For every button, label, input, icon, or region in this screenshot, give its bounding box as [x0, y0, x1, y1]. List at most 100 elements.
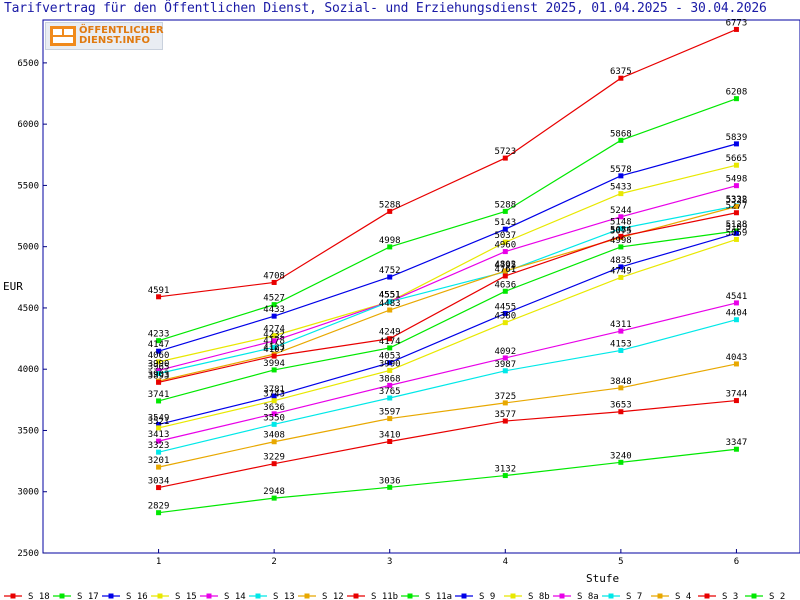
data-point	[271, 302, 277, 308]
data-point	[733, 162, 739, 168]
legend-swatch-marker	[657, 593, 663, 599]
legend-label: S_16	[126, 592, 148, 600]
data-point	[618, 226, 624, 232]
data-point	[733, 236, 739, 242]
data-point	[618, 173, 624, 179]
data-label: 4147	[148, 340, 170, 350]
data-label: 4060	[148, 351, 170, 361]
data-label: 6375	[610, 67, 632, 77]
series-line-s-18	[158, 28, 737, 298]
data-label: 5868	[610, 129, 632, 139]
legend-swatch-marker	[608, 593, 614, 599]
data-label: 5037	[494, 231, 516, 241]
y-tick-label: 5500	[17, 181, 39, 191]
data-label: 3990	[379, 359, 401, 369]
data-point	[387, 345, 393, 351]
legend-item-s-17: S_17	[53, 592, 99, 600]
legend-swatch-marker	[304, 593, 310, 599]
data-label: 3577	[494, 410, 516, 420]
data-label: 4092	[494, 347, 516, 357]
y-tick-label: 6500	[17, 59, 39, 69]
data-label: 4761	[494, 265, 516, 275]
legend-label: S_4	[675, 592, 691, 600]
y-tick-label: 4500	[17, 304, 39, 314]
data-point	[271, 344, 277, 350]
data-label: 5277	[726, 202, 748, 212]
data-point	[618, 264, 624, 270]
data-point	[502, 268, 508, 274]
y-tick-label: 2500	[17, 549, 39, 559]
data-label: 6208	[726, 88, 748, 98]
y-axis-title: EUR	[3, 280, 23, 293]
y-tick-label: 5000	[17, 243, 39, 253]
x-tick-label: 2	[271, 557, 276, 567]
site-logo: ÖFFENTLICHER DIENST.INFO	[45, 22, 164, 50]
data-label: 4483	[379, 299, 401, 309]
data-point	[502, 418, 508, 424]
data-point	[502, 208, 508, 214]
data-label: 4998	[379, 236, 401, 246]
data-label: 4232	[263, 330, 285, 340]
data-label: 3036	[379, 476, 401, 486]
legend-item-s-18: S_18	[4, 592, 50, 600]
data-point	[271, 367, 277, 373]
data-label: 5288	[379, 200, 401, 210]
data-point	[271, 333, 277, 339]
y-axis: 2500 3000 3500 4000 4500 5000 5500 6000 6500	[17, 59, 47, 559]
data-point	[387, 360, 393, 366]
series-line-s-4	[158, 363, 737, 468]
legend-item-s-16: S_16	[102, 592, 148, 600]
data-label: 4835	[610, 256, 632, 266]
series-line-s-7	[158, 319, 737, 453]
legend-item-s-13: S_13	[249, 592, 295, 600]
data-point	[733, 210, 739, 216]
legend-item-s-4: S_4	[651, 592, 691, 600]
legend-item-s-11a: S_11a	[401, 592, 452, 600]
data-label: 4174	[379, 337, 401, 347]
legend-label: S_9	[479, 592, 495, 600]
data-label: 5148	[610, 218, 632, 228]
data-point	[387, 382, 393, 388]
logo-text-line1: ÖFFENTLICHER	[79, 25, 164, 36]
legend-swatch-marker	[157, 593, 163, 599]
data-label: 5059	[726, 228, 748, 238]
series-line-s-3	[158, 399, 737, 489]
data-point	[387, 438, 393, 444]
data-label: 3413	[148, 430, 170, 440]
data-label: 4527	[263, 294, 285, 304]
data-label: 3034	[148, 477, 170, 487]
legend-swatch-marker	[704, 593, 710, 599]
legend-swatch-marker	[10, 593, 16, 599]
data-point	[502, 368, 508, 374]
legend-label: S_8a	[577, 592, 599, 600]
legend-swatch-marker	[407, 593, 413, 599]
x-axis-title: Stufe	[586, 572, 619, 585]
data-label: 4591	[148, 286, 170, 296]
data-label: 3549	[148, 413, 170, 423]
legend-label: S_12	[322, 592, 344, 600]
data-point	[502, 273, 508, 279]
x-tick-label: 3	[387, 557, 392, 567]
data-point	[618, 137, 624, 143]
data-label: 3893	[148, 371, 170, 381]
data-label: 4233	[148, 330, 170, 340]
legend-item-s-14: S_14	[200, 592, 246, 600]
x-tick-label: 1	[156, 557, 161, 567]
data-label: 5723	[494, 147, 516, 157]
legend-item-s-11b: S_11b	[347, 592, 398, 600]
data-point	[387, 208, 393, 214]
legend-item-s-8a: S_8a	[553, 592, 599, 600]
data-point	[156, 370, 162, 376]
legend: S_18 S_17 S_16 S_15 S_14 S_13 S_12 S_11b S_11a S_…	[4, 592, 785, 600]
data-point	[733, 141, 739, 147]
series-line-s-9	[158, 232, 737, 426]
data-point	[618, 459, 624, 465]
data-label: 4752	[379, 266, 401, 276]
series-line-s-8b	[158, 238, 737, 429]
plot-area-frame	[42, 19, 800, 554]
chart-title: Tarifvertrag für den Öffentlichen Dienst…	[4, 1, 767, 16]
legend-label: S_7	[626, 592, 642, 600]
series-line-s-13	[158, 205, 737, 375]
data-point	[156, 421, 162, 427]
x-tick-label: 6	[734, 557, 739, 567]
